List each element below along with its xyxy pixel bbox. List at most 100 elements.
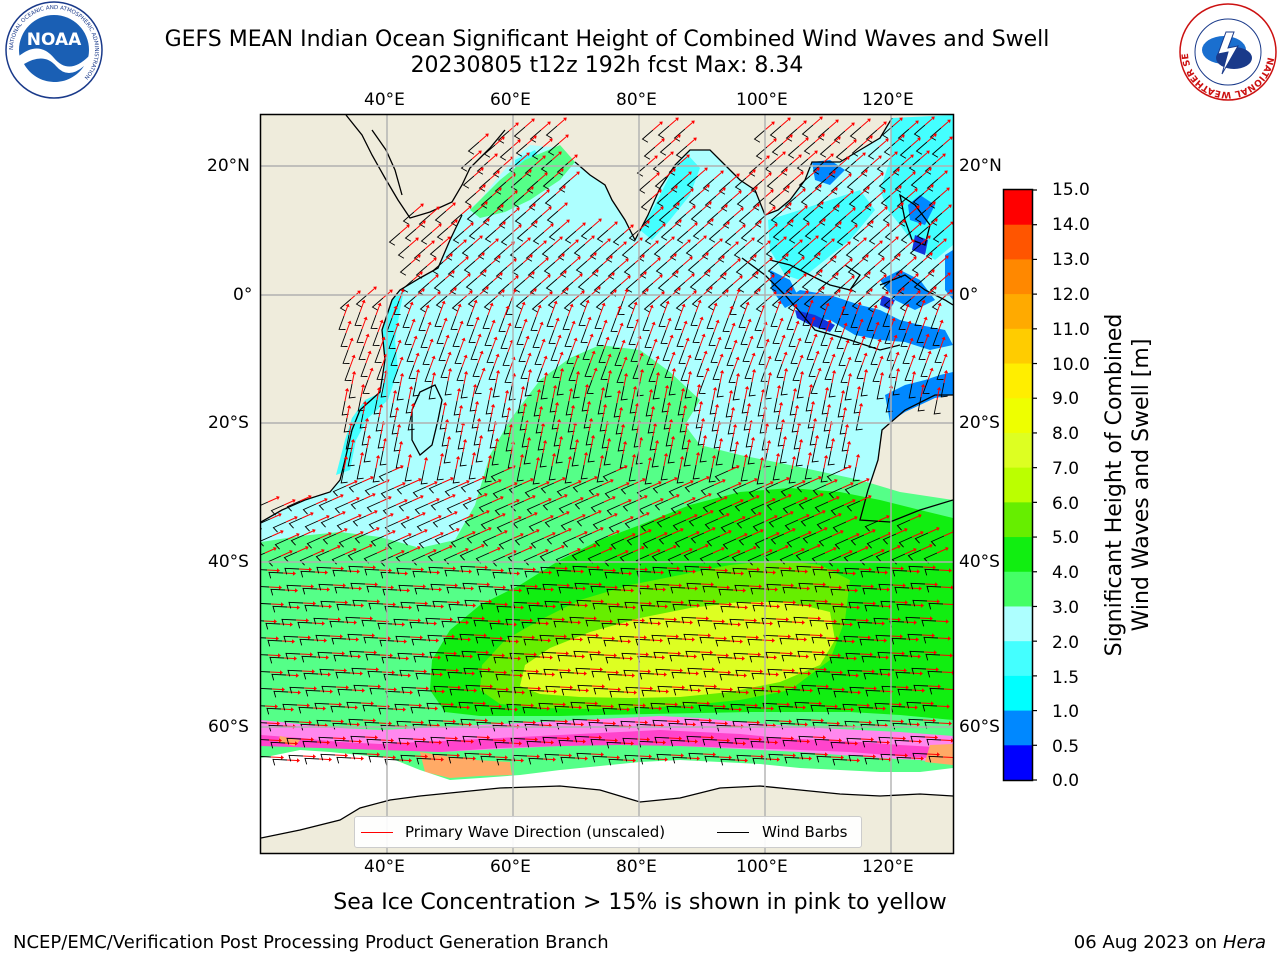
wind-barb	[777, 431, 785, 447]
wave-arrow-head	[615, 670, 619, 675]
wave-arrow	[638, 755, 650, 757]
wind-barb	[674, 536, 689, 548]
wave-arrow-head	[744, 533, 748, 537]
wind-barb	[494, 588, 510, 596]
wave-arrow-head	[477, 333, 482, 338]
wave-arrow	[459, 498, 470, 504]
wave-arrow	[519, 456, 523, 468]
wind-barb	[681, 616, 697, 624]
wave-arrow	[489, 480, 500, 486]
wave-arrow	[744, 239, 753, 247]
wave-arrow	[842, 409, 846, 421]
wave-arrow-head	[745, 301, 750, 306]
wave-arrow-head	[337, 617, 341, 622]
wind-barb	[368, 755, 384, 763]
wave-arrow	[685, 207, 694, 215]
wind-barb	[828, 571, 844, 579]
wave-arrow-head	[577, 256, 581, 261]
wind-barb	[796, 565, 812, 573]
wave-arrow-head	[498, 187, 502, 192]
wave-arrow	[505, 175, 514, 183]
wave-arrow	[730, 260, 739, 268]
wave-arrow-head	[852, 207, 856, 212]
wind-barb	[516, 466, 524, 482]
wave-arrow	[696, 702, 708, 704]
wind-barb	[752, 604, 768, 612]
wind-barb	[782, 502, 797, 514]
wind-barb	[834, 538, 849, 550]
wind-barb	[829, 656, 845, 664]
wind-barb	[588, 568, 604, 576]
wave-arrow	[636, 273, 645, 281]
wind-barb	[646, 350, 654, 365]
wave-arrow-head	[773, 655, 777, 660]
wave-arrow	[525, 513, 536, 519]
wind-barb	[480, 602, 496, 610]
wave-arrow	[727, 623, 739, 625]
wave-arrow-head	[472, 603, 476, 608]
wave-arrow	[618, 260, 627, 268]
wave-arrow	[460, 740, 472, 742]
wind-barb	[596, 467, 604, 483]
wave-arrow	[679, 156, 688, 164]
wave-arrow	[508, 589, 520, 591]
wave-arrow-head	[727, 670, 731, 675]
wave-arrow-head	[658, 481, 662, 485]
wind-barb	[615, 419, 623, 435]
wave-arrow-head	[757, 652, 761, 657]
wave-arrow-head	[693, 290, 697, 295]
wind-barb	[604, 382, 612, 398]
wind-barb	[472, 362, 480, 377]
wave-arrow	[654, 605, 666, 607]
wave-arrow	[443, 495, 454, 501]
wind-barb	[836, 232, 849, 246]
wave-arrow-head	[799, 354, 804, 359]
wind-barb	[931, 297, 944, 311]
wave-arrow-head	[305, 546, 309, 550]
wind-barb	[757, 401, 765, 417]
wave-arrow-head	[402, 707, 406, 712]
wave-arrow-head	[308, 567, 312, 572]
wave-arrow-head	[788, 566, 792, 571]
wave-arrow-head	[662, 223, 666, 228]
wind-barb	[880, 193, 893, 207]
wave-arrow-head	[485, 133, 489, 138]
wave-arrow-head	[705, 367, 710, 372]
wave-arrow	[375, 620, 387, 622]
wave-arrow-head	[725, 653, 729, 658]
wave-arrow-head	[353, 548, 357, 552]
wave-arrow-head	[866, 703, 870, 708]
wave-arrow-head	[708, 565, 712, 570]
wave-arrow-head	[678, 583, 682, 588]
wave-arrow	[653, 208, 662, 216]
wave-arrow	[684, 122, 693, 130]
wave-arrow	[876, 588, 888, 590]
wave-arrow-head	[370, 701, 374, 706]
wave-arrow-head	[852, 499, 856, 503]
wave-arrow	[423, 622, 435, 624]
wave-arrow	[683, 340, 688, 351]
wave-arrow	[840, 392, 844, 404]
wind-barb	[686, 582, 702, 590]
wind-barb	[748, 486, 763, 498]
wave-arrow-head	[531, 118, 535, 123]
wind-barb	[895, 264, 908, 278]
wind-barb	[404, 466, 412, 482]
wind-barb	[732, 567, 748, 575]
wind-barb	[795, 549, 810, 561]
wave-arrow	[814, 288, 823, 296]
wave-arrow-head	[771, 121, 775, 126]
wave-arrow-head	[915, 637, 919, 642]
wave-arrow	[651, 191, 660, 199]
lat-label-left: 60°S	[208, 717, 249, 737]
wind-barb	[849, 686, 865, 694]
wave-arrow	[314, 724, 326, 726]
wave-arrow	[922, 566, 934, 568]
wind-barb	[404, 330, 412, 345]
wave-arrow	[447, 370, 451, 382]
wind-barb	[819, 144, 832, 158]
wind-barb	[807, 413, 815, 429]
wave-arrow-head	[846, 441, 852, 445]
wind-barb	[270, 504, 285, 516]
wave-arrow-head	[930, 184, 934, 189]
